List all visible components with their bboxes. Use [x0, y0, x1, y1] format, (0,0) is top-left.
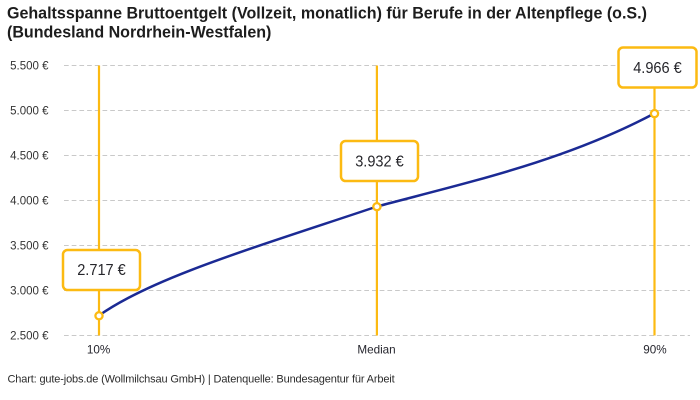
- svg-text:Chart: gute-jobs.de (Wollmilch: Chart: gute-jobs.de (Wollmilchsau GmbH) …: [8, 374, 395, 386]
- svg-text:3.000 €: 3.000 €: [10, 286, 49, 298]
- svg-text:(Bundesland Nordrhein-Westfale: (Bundesland Nordrhein-Westfalen): [7, 22, 271, 42]
- svg-text:3.500 €: 3.500 €: [10, 241, 49, 253]
- svg-text:10%: 10%: [87, 344, 110, 357]
- svg-text:2.500 €: 2.500 €: [10, 331, 49, 343]
- svg-text:4.966 €: 4.966 €: [633, 60, 682, 78]
- svg-text:Gehaltsspanne Bruttoentgelt (V: Gehaltsspanne Bruttoentgelt (Vollzeit, m…: [7, 3, 647, 23]
- svg-text:4.000 €: 4.000 €: [10, 196, 49, 208]
- svg-text:4.500 €: 4.500 €: [10, 151, 49, 163]
- svg-text:3.932 €: 3.932 €: [355, 153, 404, 171]
- svg-text:90%: 90%: [643, 344, 666, 357]
- svg-text:5.500 €: 5.500 €: [10, 61, 49, 73]
- svg-text:2.717 €: 2.717 €: [77, 262, 126, 280]
- svg-text:Median: Median: [357, 344, 395, 357]
- svg-text:5.000 €: 5.000 €: [10, 106, 49, 118]
